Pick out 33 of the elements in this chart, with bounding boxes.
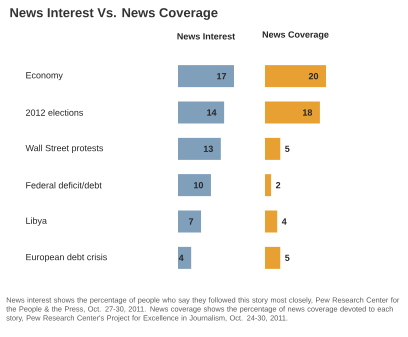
chart-title: News Interest Vs. News Coverage xyxy=(10,8,218,20)
bar xyxy=(265,65,326,88)
bar xyxy=(178,174,211,196)
data-label: 7 xyxy=(188,218,194,225)
data-label: 13 xyxy=(204,146,213,152)
bar xyxy=(178,210,202,233)
chart-title: News Coverage xyxy=(262,31,329,40)
bar xyxy=(265,246,280,269)
bar xyxy=(178,246,192,269)
y-tick-label: Libya xyxy=(26,217,47,226)
bar xyxy=(265,174,272,196)
bar xyxy=(265,102,320,124)
data-label: 18 xyxy=(302,109,312,116)
y-tick-label: 2012 elections xyxy=(26,109,83,116)
data-label: 17 xyxy=(217,73,226,80)
data-label: 5 xyxy=(285,146,290,152)
data-label: 10 xyxy=(194,182,204,188)
data-label: 4 xyxy=(282,218,287,225)
bar xyxy=(178,65,234,88)
y-tick-label: Federal deficit/debt xyxy=(26,182,102,188)
bar xyxy=(265,138,280,160)
y-tick-label: European debt crisis xyxy=(26,254,107,262)
bar xyxy=(178,102,224,124)
bar xyxy=(265,210,278,233)
y-tick-label: Economy xyxy=(26,72,63,80)
data-label: 20 xyxy=(308,72,318,80)
bar xyxy=(178,138,221,160)
data-label: 2 xyxy=(276,182,280,188)
data-label: 4 xyxy=(178,254,184,261)
y-tick-label: Wall Street protests xyxy=(26,144,104,154)
data-label: 5 xyxy=(285,254,290,261)
chart-subtitle: News Interest xyxy=(177,33,236,40)
data-label: 14 xyxy=(207,109,217,116)
